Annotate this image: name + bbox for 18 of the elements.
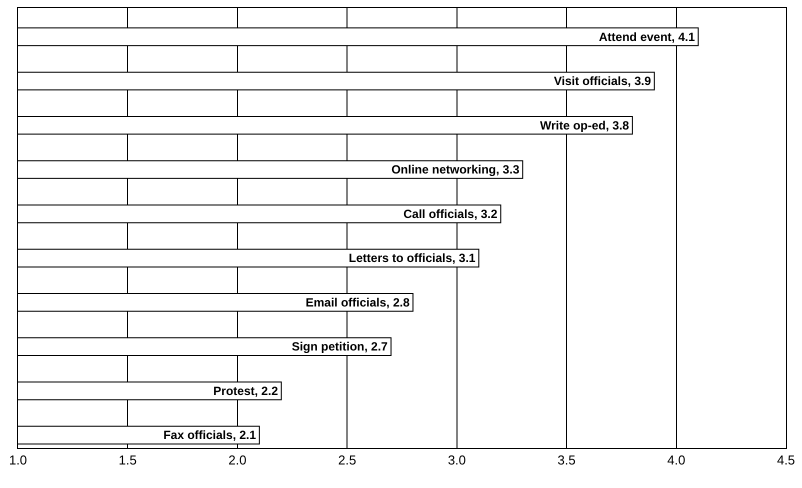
y-tick-label: Fax officials, 2.1 [163, 428, 256, 442]
y-tick-label: Protest, 2.2 [213, 384, 278, 398]
x-tick-label: 1.5 [118, 452, 137, 468]
y-tick-label: Email officials, 2.8 [306, 295, 410, 310]
y-tick-label: Attend event, 4.1 [598, 30, 696, 44]
x-tick-label: 2.5 [338, 452, 356, 468]
y-tick-label: Letters to officials, 3.1 [348, 251, 476, 266]
y-tick-label: Visit officials, 3.9 [554, 74, 652, 88]
y-tick-label: Write op-ed, 3.8 [540, 118, 630, 132]
x-tick-label: 2.0 [228, 452, 246, 468]
x-tick-label: 4.0 [667, 452, 686, 468]
x-tick-label: 1.0 [8, 452, 28, 468]
x-tick-label: 4.5 [776, 452, 796, 468]
x-tick-label: 3.5 [558, 452, 576, 468]
y-tick-label: Call officials, 3.2 [403, 206, 498, 221]
y-tick-label: Online networking, 3.3 [391, 162, 520, 177]
x-tick-label: 3.0 [448, 452, 466, 468]
y-tick-label: Sign petition, 2.7 [292, 340, 388, 354]
